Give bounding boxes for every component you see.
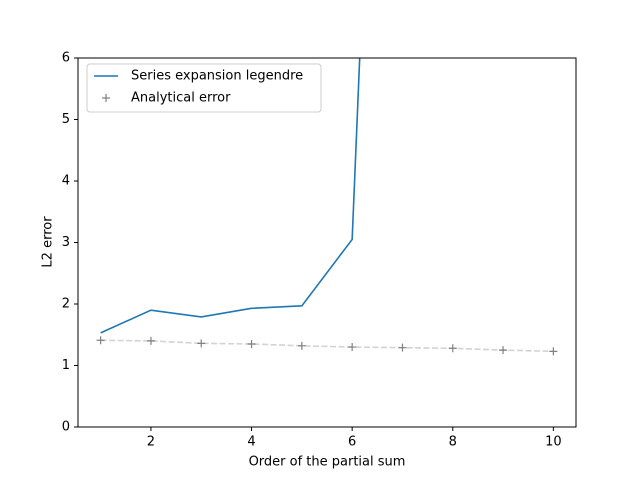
y-tick-label: 1 [62, 358, 70, 373]
legend-label: Analytical error [131, 91, 231, 106]
marker [96, 336, 105, 345]
marker [102, 94, 110, 102]
y-tick-label: 5 [62, 112, 70, 127]
x-tick-label: 8 [449, 435, 457, 450]
marker [348, 343, 357, 352]
marker [247, 339, 256, 348]
x-tick-label: 2 [147, 435, 155, 450]
x-tick-label: 4 [247, 435, 255, 450]
legend-label: Series expansion legendre [131, 69, 303, 84]
y-tick-label: 6 [62, 51, 70, 66]
marker [398, 343, 407, 352]
legend-box [86, 63, 322, 113]
marker [448, 344, 457, 353]
y-tick-label: 3 [62, 235, 70, 250]
plot-area [96, 58, 558, 356]
x-tick-label: 10 [545, 435, 562, 450]
marker [499, 346, 508, 355]
x-tick-label: 6 [348, 435, 356, 450]
y-axis-label: L2 error [41, 216, 56, 268]
y-tick-label: 2 [62, 297, 70, 312]
y-tick-label: 0 [62, 420, 70, 435]
series-line [100, 339, 554, 353]
marker [146, 336, 155, 345]
series-line [100, 58, 361, 334]
marker [297, 341, 306, 350]
x-axis-label: Order of the partial sum [249, 455, 406, 470]
marker [197, 339, 206, 348]
y-tick-label: 4 [62, 174, 70, 189]
marker [549, 347, 558, 356]
